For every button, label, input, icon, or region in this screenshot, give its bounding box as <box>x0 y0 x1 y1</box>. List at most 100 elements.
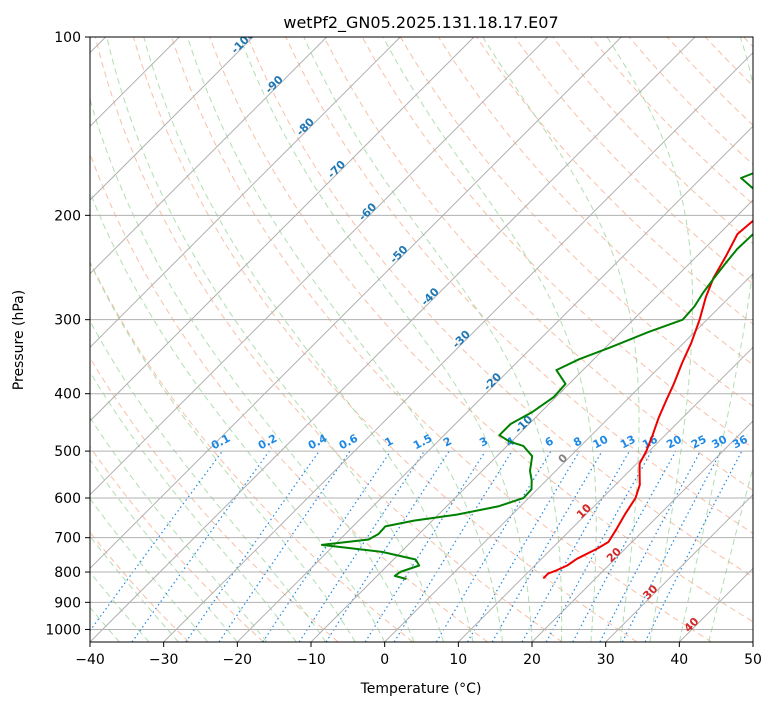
dry-adiabat <box>94 37 563 642</box>
dewpoint-profile-line <box>320 172 753 580</box>
moist-adiabat <box>143 37 474 642</box>
isotherm-label: -70 <box>325 158 348 181</box>
mixing-ratio-line <box>466 450 580 642</box>
mixing-ratio-label: 8 <box>571 434 584 449</box>
x-tick-label: 0 <box>380 652 389 668</box>
isotherm-label: -100 <box>229 28 258 57</box>
isotherm-label: -90 <box>263 73 286 96</box>
plot-area: -100-90-80-70-60-50-40-30-20-10010203040… <box>90 28 753 642</box>
x-tick-label: −30 <box>149 652 179 668</box>
isotherm-line <box>90 37 696 642</box>
mixing-ratio-line <box>572 450 677 642</box>
plot-frame <box>89 36 754 643</box>
moist-adiabat <box>90 190 386 642</box>
mixing-ratio-labels: 0.1 0.2 0.4 0.6 1 1.5 2 3 4 6 8 10 13 16 20 25 30 36 <box>209 432 750 453</box>
mixing-ratio-label: 0.4 <box>306 432 330 453</box>
dry-adiabat <box>90 531 190 642</box>
dry-adiabat <box>704 37 753 87</box>
temperature-profile-line <box>542 219 753 580</box>
mixing-ratio-line <box>364 450 486 642</box>
mixing-ratio-line <box>131 450 270 642</box>
moist-adiabat <box>90 320 327 642</box>
isotherm-line <box>752 641 753 642</box>
mixing-ratio-line <box>185 450 320 642</box>
x-tick-label: 40 <box>670 652 688 668</box>
dry-adiabat <box>90 260 414 642</box>
isotherm-label: 10 <box>574 501 594 521</box>
mixing-ratio-label: 1 <box>383 434 396 449</box>
dry-adiabat <box>285 37 753 535</box>
moist-adiabat <box>106 37 445 642</box>
mixing-ratio-label: 3 <box>477 434 490 449</box>
x-tick-label: 50 <box>744 652 762 668</box>
isotherm-line <box>90 37 475 422</box>
chart-title: wetPf2_GN05.2025.131.18.17.E07 <box>283 13 558 33</box>
mixing-ratio-lines <box>90 450 743 642</box>
moist-adiabat <box>90 571 150 642</box>
mixing-ratio-label: 0.1 <box>209 432 232 453</box>
moist-adiabat <box>90 497 209 642</box>
dry-adiabat <box>514 37 753 285</box>
y-tick-label: 900 <box>54 595 81 611</box>
y-tick-label: 100 <box>54 30 81 46</box>
moist-adiabats <box>90 37 753 642</box>
dry-adiabat <box>476 37 753 325</box>
mixing-ratio-line <box>298 450 425 642</box>
mixing-ratio-label: 1.5 <box>411 432 434 453</box>
y-axis-title: Pressure (hPa) <box>11 290 27 390</box>
isotherm-label: -40 <box>419 285 442 308</box>
dry-adiabat <box>437 37 753 366</box>
isotherm-line <box>605 493 753 642</box>
isotherm-line <box>531 420 753 642</box>
y-tick-label: 500 <box>54 444 81 460</box>
x-tick-label: −20 <box>223 652 253 668</box>
isotherm-line <box>90 37 549 496</box>
x-tick-label: 20 <box>523 652 541 668</box>
isotherm-label: -80 <box>294 115 317 138</box>
x-axis-title: Temperature (°C) <box>360 681 482 697</box>
mixing-ratio-label: 36 <box>730 433 750 452</box>
mixing-ratio-label: 10 <box>591 433 611 452</box>
moist-adiabat <box>90 535 179 642</box>
y-tick-label: 700 <box>54 531 81 547</box>
isotherm-line <box>384 272 753 642</box>
isotherm-label: -60 <box>356 200 379 223</box>
dry-adiabat <box>247 37 753 578</box>
moist-adiabat <box>239 37 533 642</box>
y-tick-label: 200 <box>54 208 81 224</box>
y-tick-label: 300 <box>54 313 81 329</box>
skewed-isotherms <box>90 37 753 642</box>
mixing-ratio-label: 20 <box>664 433 684 452</box>
y-tick-label: 1000 <box>45 622 81 638</box>
isotherm-line <box>90 37 254 201</box>
moist-adiabat <box>382 37 597 642</box>
isotherm-line <box>163 51 753 642</box>
moist-adiabat <box>90 458 238 642</box>
isotherm-label: -30 <box>450 328 473 351</box>
x-tick-label: −40 <box>75 652 105 668</box>
sounding-series <box>320 172 753 580</box>
isotherm-line <box>90 37 328 275</box>
isotherm-line <box>678 567 753 642</box>
dry-adiabat <box>90 152 488 642</box>
mixing-ratio-line <box>393 450 513 642</box>
x-tick-label: −10 <box>296 652 326 668</box>
dry-adiabats <box>90 37 753 642</box>
dry-adiabat <box>90 356 339 642</box>
isotherm-line <box>236 125 753 642</box>
isotherm-label: -20 <box>481 370 504 393</box>
mixing-ratio-label: 13 <box>618 433 638 452</box>
mixing-ratio-label: 6 <box>543 434 556 449</box>
dry-adiabat <box>171 37 712 642</box>
y-tick-label: 800 <box>54 565 81 581</box>
pressure-gridlines <box>90 37 753 630</box>
dry-adiabat <box>323 37 753 491</box>
y-axis: 100 200 300 400 500 600 700 800 900 1000 <box>45 30 90 638</box>
dry-adiabat <box>132 37 638 642</box>
mixing-ratio-label: 25 <box>689 433 709 452</box>
mixing-ratio-line <box>262 450 392 642</box>
dry-adiabat <box>552 37 753 245</box>
x-tick-label: 30 <box>597 652 615 668</box>
